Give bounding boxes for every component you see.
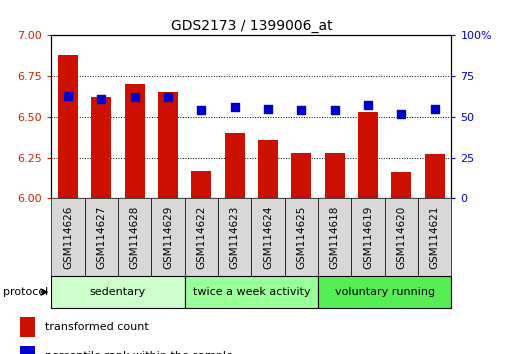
Bar: [185, 198, 218, 276]
Bar: [318, 198, 351, 276]
Bar: [20, 346, 35, 354]
Point: [97, 96, 105, 102]
Text: GSM114626: GSM114626: [63, 205, 73, 269]
Text: sedentary: sedentary: [90, 287, 146, 297]
Bar: [285, 198, 318, 276]
Text: protocol: protocol: [3, 287, 48, 297]
Bar: [358, 112, 378, 198]
Point: [364, 103, 372, 108]
Title: GDS2173 / 1399006_at: GDS2173 / 1399006_at: [170, 19, 332, 33]
Bar: [185, 276, 318, 308]
Text: twice a week activity: twice a week activity: [192, 287, 310, 297]
Text: GSM114622: GSM114622: [196, 205, 206, 269]
Point: [164, 95, 172, 100]
Point: [264, 106, 272, 112]
Bar: [425, 154, 445, 198]
Text: percentile rank within the sample: percentile rank within the sample: [45, 351, 233, 354]
Text: GSM114629: GSM114629: [163, 205, 173, 269]
Text: voluntary running: voluntary running: [334, 287, 435, 297]
Bar: [58, 55, 78, 198]
Bar: [158, 92, 178, 198]
Bar: [391, 172, 411, 198]
Bar: [251, 198, 285, 276]
Text: GSM114625: GSM114625: [297, 205, 306, 269]
Bar: [225, 133, 245, 198]
Point: [397, 111, 405, 116]
Bar: [325, 153, 345, 198]
Point: [197, 108, 205, 113]
Point: [64, 93, 72, 98]
Text: GSM114618: GSM114618: [330, 205, 340, 269]
Bar: [91, 97, 111, 198]
Text: GSM114628: GSM114628: [130, 205, 140, 269]
Bar: [258, 139, 278, 198]
Point: [130, 95, 139, 100]
Bar: [418, 198, 451, 276]
Bar: [51, 276, 185, 308]
Bar: [291, 153, 311, 198]
Bar: [191, 171, 211, 198]
Text: transformed count: transformed count: [45, 322, 149, 332]
Bar: [151, 198, 185, 276]
Bar: [20, 317, 35, 337]
Point: [430, 106, 439, 112]
Bar: [125, 84, 145, 198]
Point: [297, 108, 305, 113]
Bar: [51, 198, 85, 276]
Text: GSM114620: GSM114620: [397, 206, 406, 269]
Bar: [318, 276, 451, 308]
Text: GSM114624: GSM114624: [263, 205, 273, 269]
Bar: [385, 198, 418, 276]
Point: [230, 104, 239, 110]
Text: GSM114623: GSM114623: [230, 205, 240, 269]
Text: GSM114621: GSM114621: [430, 205, 440, 269]
Bar: [351, 198, 385, 276]
Text: GSM114619: GSM114619: [363, 205, 373, 269]
Bar: [218, 198, 251, 276]
Bar: [118, 198, 151, 276]
Point: [330, 108, 339, 113]
Text: GSM114627: GSM114627: [96, 205, 106, 269]
Bar: [85, 198, 118, 276]
